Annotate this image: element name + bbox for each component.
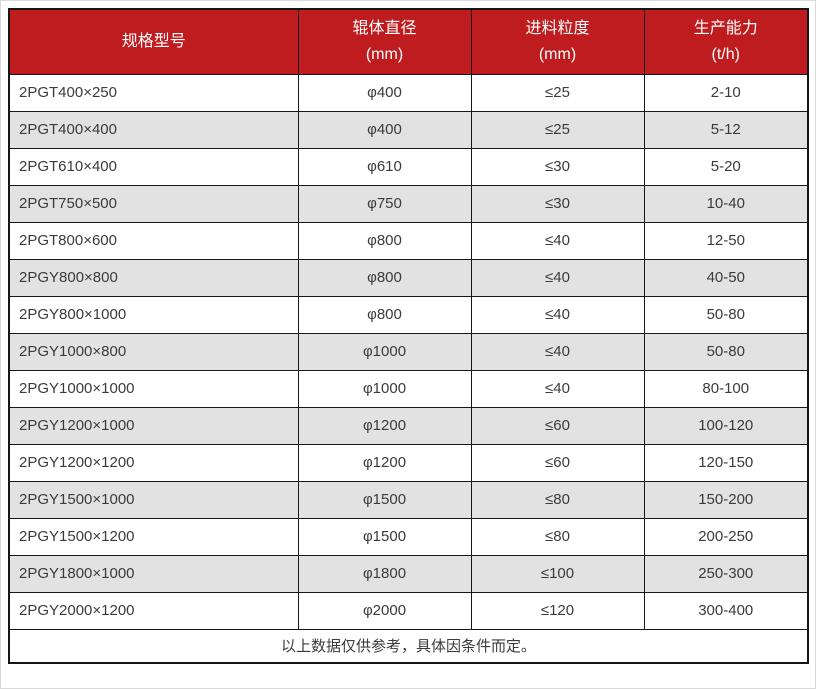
- table-cell: ≤60: [470, 443, 645, 482]
- table-cell: φ2000: [297, 591, 472, 630]
- table-cell: φ1200: [297, 443, 472, 482]
- table-cell: ≤40: [470, 369, 645, 408]
- table-row: 2PGT400×250 φ400 ≤25 2-10: [8, 73, 809, 112]
- header-label: 辊体直径: [352, 19, 417, 37]
- table-cell: 10-40: [643, 184, 809, 223]
- table-cell: 300-400: [643, 591, 809, 630]
- table-cell: φ400: [297, 73, 472, 112]
- table-cell: 2PGT400×250: [8, 73, 299, 112]
- table-cell: φ1500: [297, 480, 472, 519]
- header-cell-feed-size: 进料粒度 (mm): [470, 8, 645, 75]
- table-row: 2PGY1000×1000 φ1000 ≤40 80-100: [8, 369, 809, 408]
- header-label: 进料粒度: [525, 19, 590, 37]
- table-cell: ≤40: [470, 332, 645, 371]
- table-cell: 2PGT750×500: [8, 184, 299, 223]
- table-cell: 12-50: [643, 221, 809, 260]
- table-cell: ≤100: [470, 554, 645, 593]
- table-cell: 80-100: [643, 369, 809, 408]
- table-cell: φ400: [297, 110, 472, 149]
- table-cell: ≤30: [470, 184, 645, 223]
- table-cell: φ800: [297, 221, 472, 260]
- table-cell: ≤80: [470, 480, 645, 519]
- header-cell-roller-diameter: 辊体直径 (mm): [297, 8, 472, 75]
- header-cell-capacity: 生产能力 (t/h): [643, 8, 809, 75]
- header-row: 规格型号 辊体直径 (mm) 进料粒度 (mm) 生产能力 (t/h): [8, 8, 809, 75]
- table-cell: 50-80: [643, 332, 809, 371]
- footer-note: 以上数据仅供参考，具体因条件而定。: [8, 628, 809, 664]
- table-cell: 5-12: [643, 110, 809, 149]
- header-unit: (mm): [365, 45, 404, 63]
- table-cell: 2PGY1800×1000: [8, 554, 299, 593]
- table-cell: 2PGT800×600: [8, 221, 299, 260]
- table-cell: φ750: [297, 184, 472, 223]
- table-row: 2PGY1200×1000 φ1200 ≤60 100-120: [8, 406, 809, 445]
- table-cell: 2PGY2000×1200: [8, 591, 299, 630]
- table-cell: 200-250: [643, 517, 809, 556]
- table-row: 2PGT750×500 φ750 ≤30 10-40: [8, 184, 809, 223]
- spec-table: 规格型号 辊体直径 (mm) 进料粒度 (mm) 生产能力 (t/h) 2PGT…: [8, 8, 809, 664]
- table-cell: 2PGY800×800: [8, 258, 299, 297]
- table-cell: 150-200: [643, 480, 809, 519]
- table-row: 2PGY1800×1000 φ1800 ≤100 250-300: [8, 554, 809, 593]
- table-cell: 2PGY1500×1000: [8, 480, 299, 519]
- table-cell: ≤60: [470, 406, 645, 445]
- table-cell: φ1000: [297, 369, 472, 408]
- table-cell: 2PGY800×1000: [8, 295, 299, 334]
- table-cell: 2PGY1500×1200: [8, 517, 299, 556]
- table-row: 2PGT400×400 φ400 ≤25 5-12: [8, 110, 809, 149]
- table-cell: ≤80: [470, 517, 645, 556]
- table-row: 2PGY1500×1000 φ1500 ≤80 150-200: [8, 480, 809, 519]
- table-cell: φ800: [297, 258, 472, 297]
- header-label: 规格型号: [121, 32, 186, 50]
- table-cell: 40-50: [643, 258, 809, 297]
- table-cell: 2PGT400×400: [8, 110, 299, 149]
- table-cell: φ800: [297, 295, 472, 334]
- table-cell: 250-300: [643, 554, 809, 593]
- table-cell: φ1000: [297, 332, 472, 371]
- table-cell: ≤25: [470, 73, 645, 112]
- footer-row: 以上数据仅供参考，具体因条件而定。: [8, 628, 809, 664]
- header-unit: (t/h): [711, 45, 740, 63]
- table-cell: φ1800: [297, 554, 472, 593]
- header-cell-model: 规格型号: [8, 8, 299, 75]
- table-row: 2PGY1000×800 φ1000 ≤40 50-80: [8, 332, 809, 371]
- table-cell: ≤40: [470, 295, 645, 334]
- table-row: 2PGY1200×1200 φ1200 ≤60 120-150: [8, 443, 809, 482]
- table-cell: 120-150: [643, 443, 809, 482]
- table-cell: φ1200: [297, 406, 472, 445]
- table-row: 2PGY1500×1200 φ1500 ≤80 200-250: [8, 517, 809, 556]
- table-row: 2PGT610×400 φ610 ≤30 5-20: [8, 147, 809, 186]
- table-row: 2PGY800×800 φ800 ≤40 40-50: [8, 258, 809, 297]
- table-row: 2PGY2000×1200 φ2000 ≤120 300-400: [8, 591, 809, 630]
- spec-table-body: 2PGT400×250 φ400 ≤25 2-10 2PGT400×400 φ400 ≤25…: [8, 73, 809, 630]
- table-row: 2PGT800×600 φ800 ≤40 12-50: [8, 221, 809, 260]
- table-cell: φ610: [297, 147, 472, 186]
- table-cell: 2PGT610×400: [8, 147, 299, 186]
- header-label: 生产能力: [693, 19, 758, 37]
- table-cell: 50-80: [643, 295, 809, 334]
- table-cell: ≤30: [470, 147, 645, 186]
- table-cell: 2PGY1000×1000: [8, 369, 299, 408]
- table-row: 2PGY800×1000 φ800 ≤40 50-80: [8, 295, 809, 334]
- table-cell: 5-20: [643, 147, 809, 186]
- table-cell: ≤120: [470, 591, 645, 630]
- table-cell: 2PGY1200×1000: [8, 406, 299, 445]
- table-cell: ≤40: [470, 221, 645, 260]
- table-cell: 100-120: [643, 406, 809, 445]
- table-cell: ≤40: [470, 258, 645, 297]
- table-cell: 2PGY1000×800: [8, 332, 299, 371]
- table-cell: φ1500: [297, 517, 472, 556]
- header-unit: (mm): [538, 45, 577, 63]
- table-cell: 2PGY1200×1200: [8, 443, 299, 482]
- table-cell: ≤25: [470, 110, 645, 149]
- table-cell: 2-10: [643, 73, 809, 112]
